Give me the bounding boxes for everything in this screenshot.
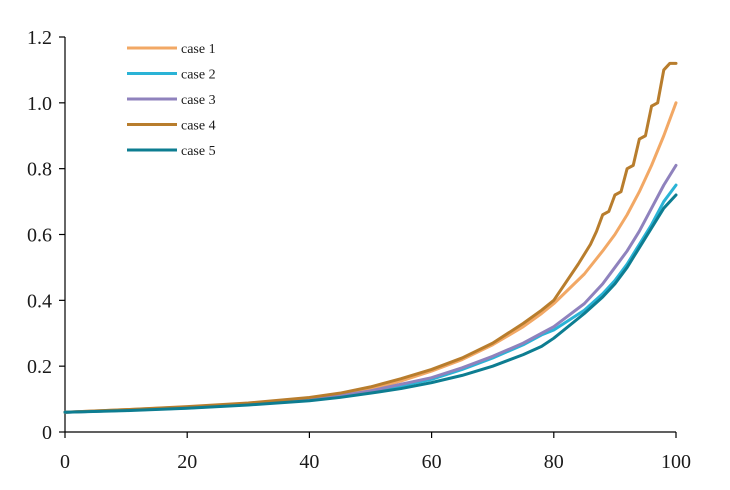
x-tick-label: 20 bbox=[177, 451, 197, 473]
y-tick-label: 0.4 bbox=[27, 290, 52, 312]
y-tick-label: 0.8 bbox=[27, 159, 52, 181]
series-line-case-3 bbox=[63, 163, 678, 414]
x-tick-label: 100 bbox=[661, 451, 691, 473]
legend: case 1 case 2 case 3 case 4 case 5 bbox=[127, 42, 216, 159]
legend-label: case 3 bbox=[181, 93, 216, 108]
series-layer bbox=[63, 61, 678, 414]
y-tick-label: 1.0 bbox=[27, 93, 52, 115]
x-tick-label: 0 bbox=[60, 451, 70, 473]
legend-label: case 1 bbox=[181, 42, 216, 57]
legend-item: case 5 bbox=[127, 144, 216, 159]
series-line-case-2 bbox=[63, 183, 678, 414]
x-tick-label: 40 bbox=[299, 451, 319, 473]
x-tick-label: 80 bbox=[544, 451, 564, 473]
y-tick-label: 0 bbox=[42, 422, 52, 444]
series-line-case-5 bbox=[63, 193, 678, 414]
y-tick-label: 1.2 bbox=[27, 27, 52, 49]
legend-item: case 4 bbox=[127, 119, 216, 134]
series-line-case-4 bbox=[63, 61, 678, 414]
y-tick-label: 0.2 bbox=[27, 356, 52, 378]
axes: 0 0.2 0.4 0.6 0.8 1.0 1.2 0 20 40 60 80 100 bbox=[27, 27, 691, 473]
legend-item: case 1 bbox=[127, 42, 216, 57]
x-tick-label: 60 bbox=[422, 451, 442, 473]
y-tick-label: 0.6 bbox=[27, 225, 52, 247]
legend-item: case 3 bbox=[127, 93, 216, 108]
legend-label: case 5 bbox=[181, 144, 216, 159]
legend-label: case 4 bbox=[181, 119, 216, 134]
legend-item: case 2 bbox=[127, 68, 216, 83]
legend-label: case 2 bbox=[181, 68, 216, 83]
